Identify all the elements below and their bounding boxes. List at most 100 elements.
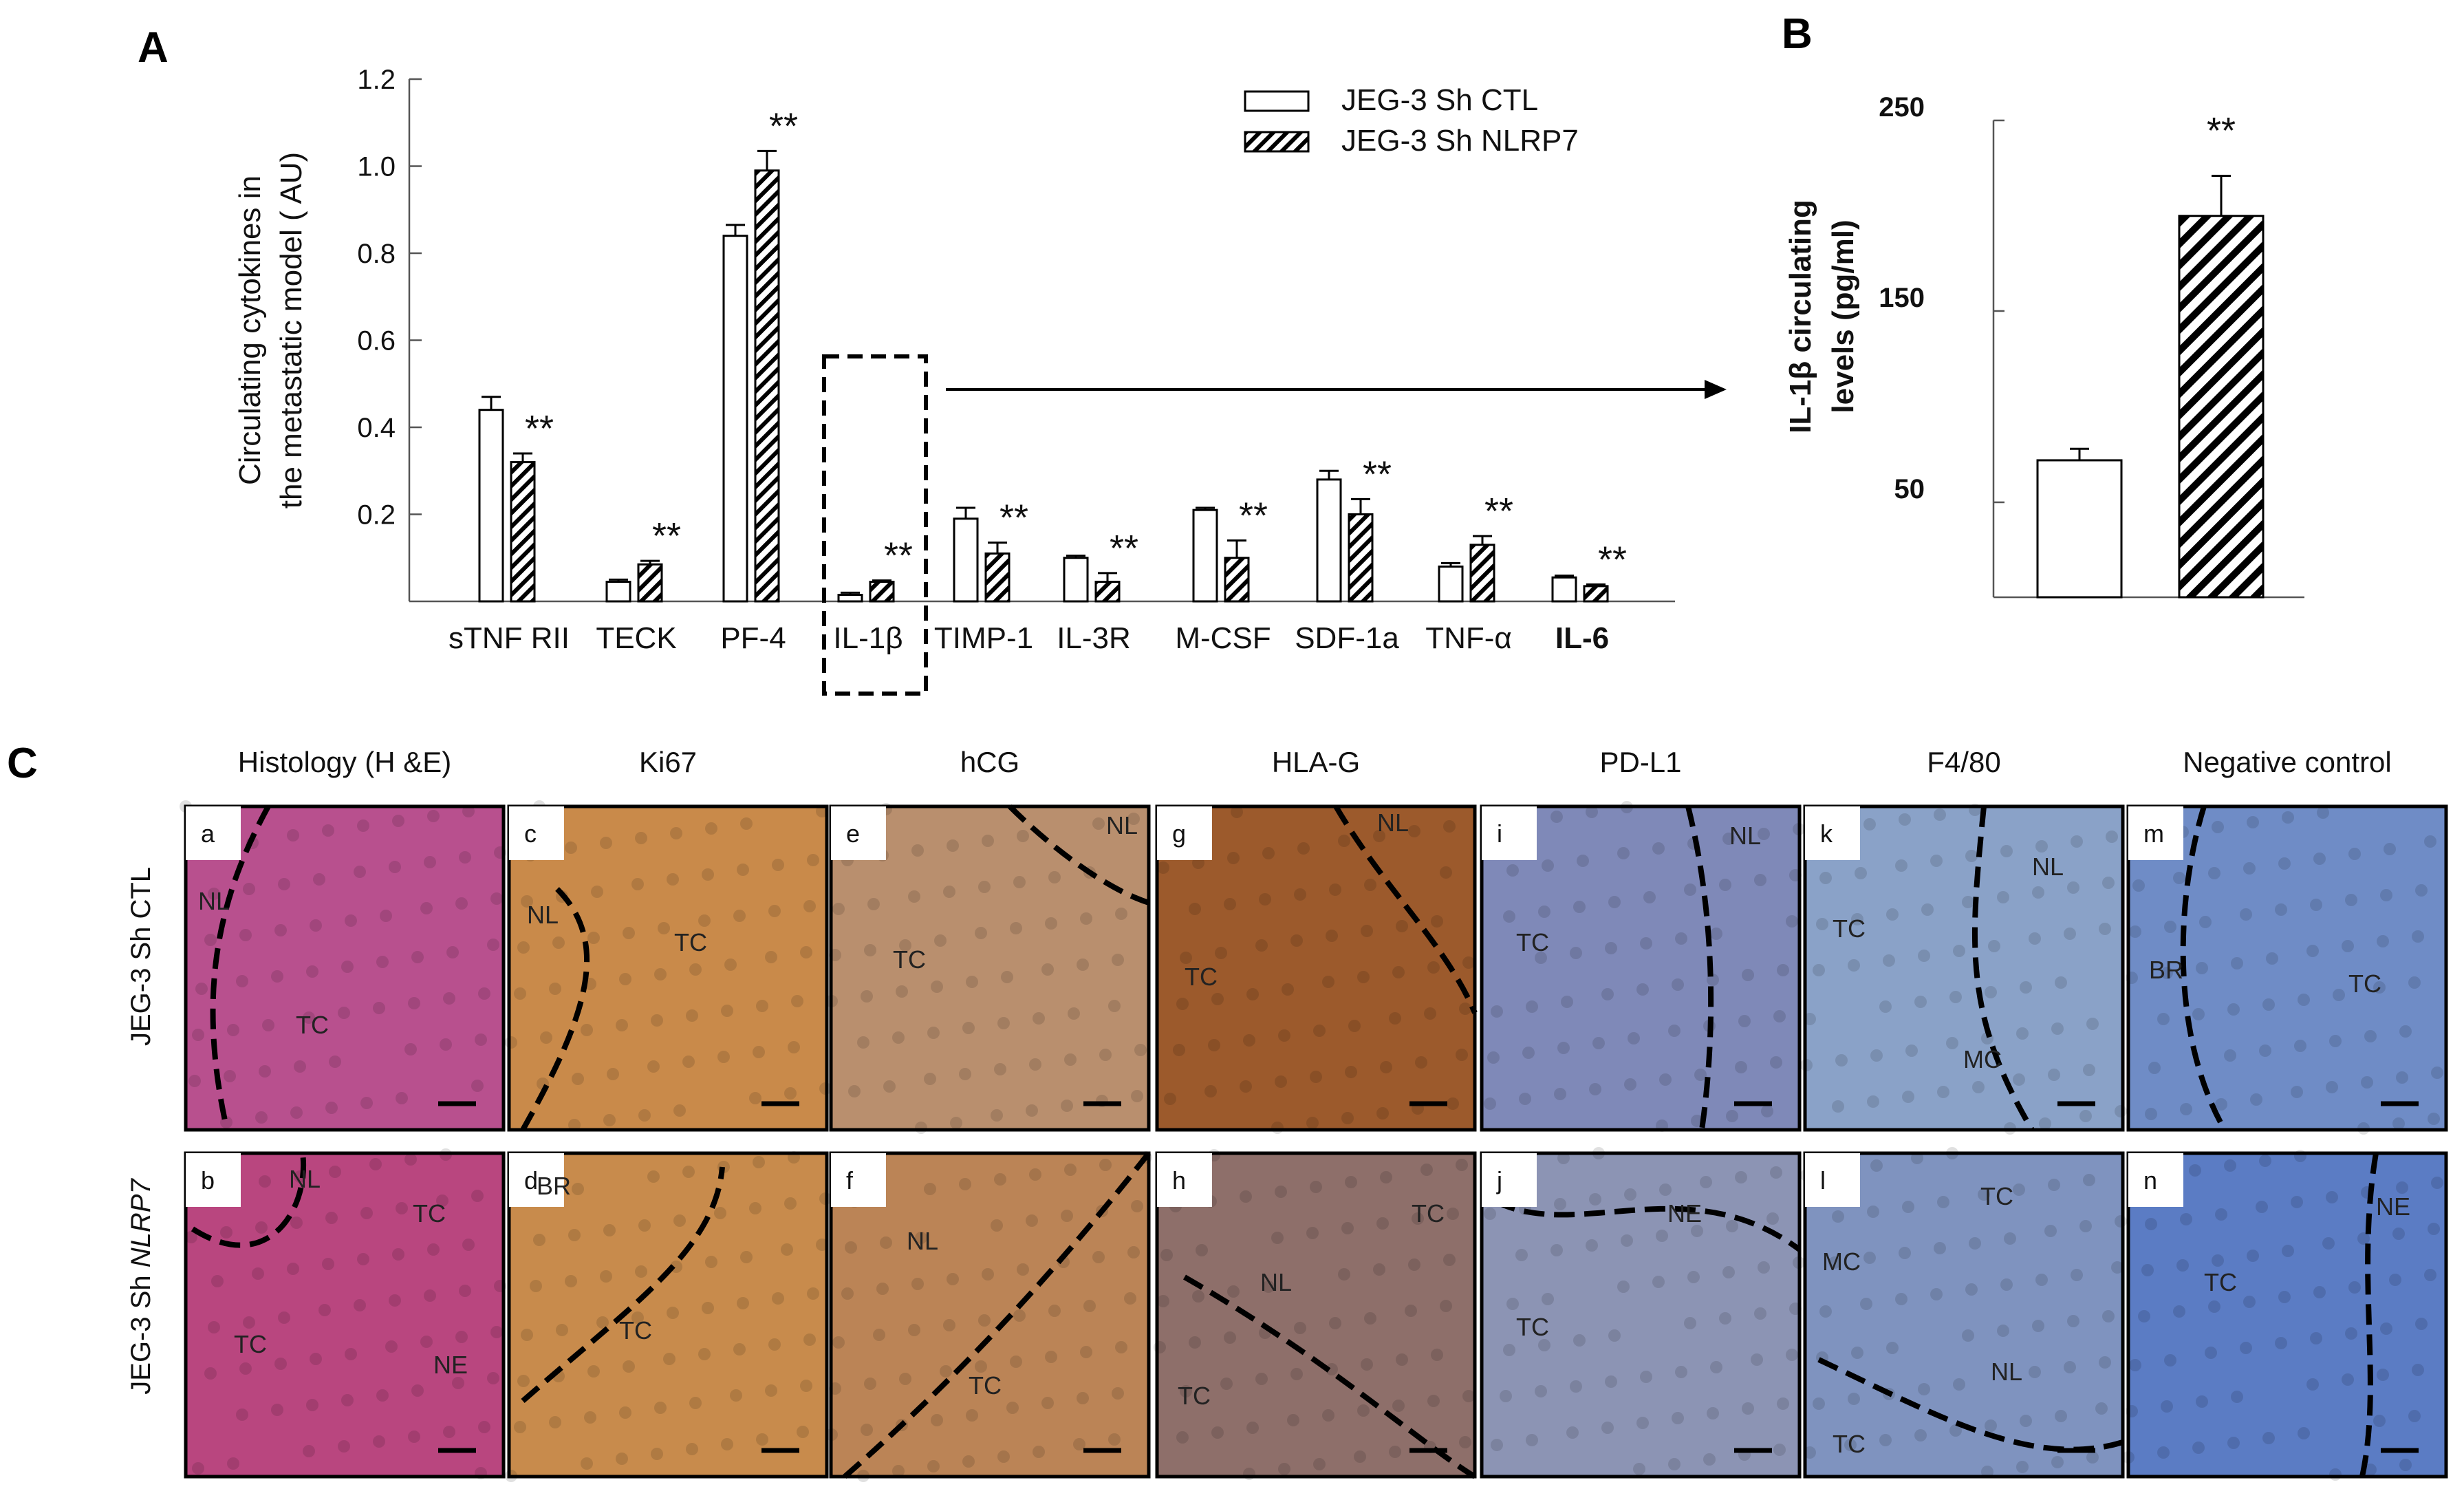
cell-nucleus bbox=[1918, 950, 1930, 962]
micrograph-tile: g NL TC bbox=[1155, 804, 1478, 1134]
tile-letter: l bbox=[1820, 1166, 1826, 1194]
cell-nucleus bbox=[1770, 1166, 1782, 1179]
cell-nucleus bbox=[1092, 817, 1105, 830]
cell-nucleus bbox=[772, 1292, 784, 1305]
cell-nucleus bbox=[1484, 1208, 1496, 1220]
cell-nucleus bbox=[2333, 989, 2345, 1001]
cell-nucleus bbox=[1914, 1429, 1927, 1442]
micrograph-tile: a NL TC bbox=[180, 800, 506, 1132]
cell-nucleus bbox=[861, 1424, 873, 1436]
cell-nucleus bbox=[404, 1043, 417, 1056]
micrograph-image bbox=[1803, 1151, 2125, 1479]
cell-nucleus bbox=[1684, 883, 1696, 896]
cell-nucleus bbox=[530, 1280, 542, 1292]
cell-nucleus bbox=[2298, 994, 2310, 1006]
cell-nucleus bbox=[514, 1421, 526, 1433]
cell-nucleus bbox=[227, 1457, 239, 1470]
cell-nucleus bbox=[2428, 1113, 2440, 1125]
cell-nucleus bbox=[427, 810, 440, 822]
region-label: TC bbox=[234, 1330, 267, 1358]
cell-nucleus bbox=[1462, 956, 1475, 969]
cell-nucleus bbox=[514, 987, 526, 1000]
cell-nucleus bbox=[1965, 1283, 1978, 1296]
region-label: TC bbox=[2348, 969, 2381, 998]
cell-nucleus bbox=[1726, 1110, 1738, 1122]
cell-nucleus bbox=[1722, 1266, 1735, 1278]
cell-nucleus bbox=[819, 1192, 832, 1205]
cell-nucleus bbox=[931, 981, 943, 993]
cell-nucleus bbox=[1408, 825, 1420, 837]
cell-nucleus bbox=[1601, 1422, 1614, 1434]
cell-nucleus bbox=[2424, 1269, 2436, 1281]
panel-c: C Histology (H &E) Ki67 hCG HLA-G PD-L1 F4/80… bbox=[7, 740, 2448, 1482]
cell-nucleus bbox=[1373, 830, 1385, 842]
region-label: NL bbox=[1377, 808, 1409, 837]
cell-nucleus bbox=[2132, 879, 2145, 892]
cell-nucleus bbox=[310, 1353, 322, 1365]
cell-nucleus bbox=[373, 1435, 385, 1448]
cell-nucleus bbox=[788, 1151, 800, 1164]
micrograph-image bbox=[2126, 1151, 2448, 1479]
panel-a-ytick-label: 0.6 bbox=[357, 326, 396, 356]
cell-nucleus bbox=[2364, 1030, 2377, 1042]
cell-nucleus bbox=[392, 815, 404, 827]
panel-b-ylabel-line2: levels (pg/ml) bbox=[1826, 219, 1860, 413]
cell-nucleus bbox=[788, 1041, 800, 1053]
tile-letter-box bbox=[2128, 1153, 2183, 1207]
tissue-boundary bbox=[1333, 804, 1478, 1014]
cell-nucleus bbox=[443, 992, 455, 1005]
cell-nucleus bbox=[1447, 1097, 1459, 1110]
cell-nucleus bbox=[1883, 954, 1895, 967]
cell-nucleus bbox=[1751, 1353, 1763, 1366]
cell-nucleus bbox=[647, 1170, 660, 1183]
cell-nucleus bbox=[1700, 1176, 1712, 1188]
cell-nucleus bbox=[1636, 1417, 1649, 1429]
significance-stars: ** bbox=[652, 515, 681, 557]
cell-nucleus bbox=[1844, 1439, 1857, 1451]
cell-nucleus bbox=[1338, 835, 1350, 847]
cell-nucleus bbox=[654, 968, 667, 981]
row-label-nlrp7-gene: NLRP7 bbox=[126, 1178, 156, 1268]
il1b-arrow-head bbox=[1705, 380, 1727, 399]
region-label: BR bbox=[2149, 956, 2183, 984]
cell-nucleus bbox=[791, 995, 803, 1007]
cell-nucleus bbox=[236, 975, 248, 987]
bar-ctl-3 bbox=[837, 594, 863, 603]
tissue-boundary bbox=[191, 1153, 306, 1248]
cell-nucleus bbox=[2215, 1098, 2227, 1111]
cell-nucleus bbox=[478, 987, 490, 1000]
cell-nucleus bbox=[1789, 869, 1802, 881]
cell-nucleus bbox=[1240, 1080, 1252, 1093]
cell-nucleus bbox=[1879, 1000, 1892, 1013]
cell-nucleus bbox=[2396, 1181, 2408, 1194]
cell-nucleus bbox=[1934, 1242, 1946, 1254]
tile-letter-box bbox=[186, 806, 241, 860]
cell-nucleus bbox=[1962, 896, 1974, 908]
cell-nucleus bbox=[2329, 1468, 2342, 1481]
cell-nucleus bbox=[1503, 910, 1515, 923]
cell-nucleus bbox=[2224, 1159, 2236, 1172]
cell-nucleus bbox=[2342, 940, 2354, 952]
cell-nucleus bbox=[2322, 1237, 2335, 1250]
tissue-boundary bbox=[2180, 805, 2227, 1131]
cell-nucleus bbox=[857, 1470, 869, 1482]
cell-nucleus bbox=[975, 1360, 987, 1373]
bar-ctl-2 bbox=[722, 235, 748, 603]
panel-a-category-label: TECK bbox=[596, 621, 676, 655]
cell-nucleus bbox=[803, 900, 816, 912]
cell-nucleus bbox=[1522, 1047, 1535, 1059]
tile-letter: m bbox=[2143, 819, 2164, 848]
cell-nucleus bbox=[459, 1285, 471, 1297]
cell-nucleus bbox=[2129, 1359, 2141, 1371]
cell-nucleus bbox=[1621, 801, 1633, 813]
cell-nucleus bbox=[2020, 981, 2032, 994]
cell-nucleus bbox=[899, 1373, 911, 1385]
cell-nucleus bbox=[807, 854, 819, 866]
micrograph-grid: a NL TC c NL TC e NL TC g NL TC i NL TC k NL TC MC m BR TC b NL… bbox=[180, 800, 2448, 1482]
cell-nucleus bbox=[2048, 1179, 2060, 1191]
cell-nucleus bbox=[603, 1224, 616, 1236]
cell-nucleus bbox=[1224, 1331, 1236, 1344]
cell-nucleus bbox=[1271, 1232, 1284, 1244]
cell-nucleus bbox=[1361, 1358, 1373, 1371]
cell-nucleus bbox=[2326, 1081, 2338, 1093]
